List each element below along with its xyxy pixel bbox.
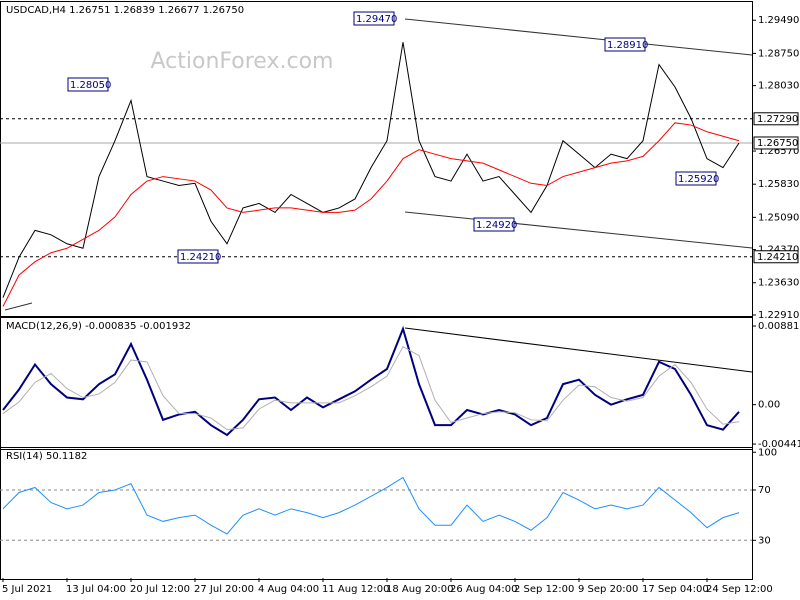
y-tick-label: 1.25830 [758,179,799,190]
y-tick-label: 1.25090 [758,212,799,223]
y-tick-label: 1.24370 [758,245,799,256]
annotation-label: 1.24210 [180,252,221,263]
level-label: 1.27290 [757,114,798,125]
panel-frame [0,447,753,580]
x-tick-label: 9 Sep 20:00 [578,584,638,595]
annotation-box [177,249,219,264]
y-tick-label: 30 [758,535,771,546]
series-line [2,346,740,431]
y-tick-label: 1.28030 [758,81,799,92]
series-line [2,325,740,437]
series-line [2,122,740,307]
x-tick-label: 5 Jul 2021 [2,584,52,595]
x-tick-label: 11 Aug 12:00 [322,584,389,595]
y-tick-label: 70 [758,485,771,496]
level-label: 1.24210 [757,252,798,263]
y-tick-label: 100 [758,447,777,458]
x-tick-label: 17 Sep 04:00 [642,584,709,595]
y-tick-label: 1.22910 [758,310,799,321]
watermark: ActionForex.com [151,49,334,74]
y-tick-label: 1.28750 [758,48,799,59]
level-box [753,112,799,126]
annotation-box [675,171,717,186]
x-tick-label: 26 Aug 04:00 [450,584,517,595]
channel-lower [404,211,753,249]
last-price-label: 1.26750 [757,138,798,149]
y-tick-label: 1.29490 [758,15,799,26]
panel-title: USDCAD,H4 1.26751 1.26839 1.26677 1.2675… [6,5,244,16]
x-tick-label: 24 Sep 12:00 [706,584,773,595]
series-line [2,42,740,298]
panel-frame [0,317,753,450]
annotation-label: 1.24920 [476,220,517,231]
x-tick-label: 27 Jul 20:00 [194,584,254,595]
y-tick-label: -0.004416 [758,439,800,450]
trend-line [4,302,33,311]
annotation-box [473,217,515,232]
y-tick-label: 0.00 [758,400,780,411]
series-line [2,476,740,535]
annotation-label: 1.29470 [356,14,397,25]
annotation-box [604,37,646,52]
last-price-box [753,136,799,150]
x-tick-label: 2 Sep 12:00 [514,584,574,595]
annotation-label: 1.28050 [70,80,111,91]
channel-upper [404,18,753,56]
annotation-label: 1.28910 [607,40,648,51]
x-tick-label: 18 Aug 20:00 [386,584,453,595]
y-tick-label: 0.008816 [758,321,800,332]
level-box [753,250,799,264]
macd-trend-line [404,327,753,373]
annotation-box [67,77,109,92]
panel-title: MACD(12,26,9) -0.000835 -0.001932 [6,321,191,332]
panel-title: RSI(14) 50.1182 [6,451,87,462]
x-tick-label: 20 Jul 12:00 [130,584,190,595]
panel-frame [0,1,753,317]
annotation-box [353,11,395,26]
annotation-label: 1.25920 [678,174,719,185]
x-tick-label: 13 Jul 04:00 [66,584,126,595]
y-tick-label: 1.26570 [758,146,799,157]
y-tick-label: 1.23630 [758,278,799,289]
x-tick-label: 4 Aug 04:00 [258,584,319,595]
